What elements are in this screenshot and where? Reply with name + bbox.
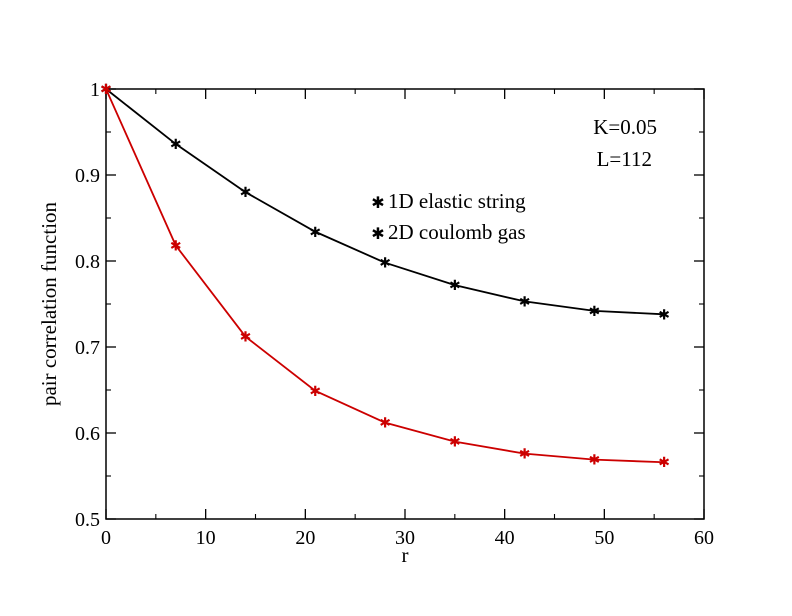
data-point-0-3: ✱	[309, 226, 321, 241]
series-line-0	[105, 88, 665, 316]
legend-label-2d: 2D coulomb gas	[388, 220, 526, 244]
y-tick-label: 0.7	[75, 337, 100, 359]
data-point-1-3: ✱	[309, 385, 321, 400]
x-tick-label: 0	[101, 527, 111, 549]
y-axis-label: pair correlation function	[37, 201, 61, 406]
legend-label-1d: 1D elastic string	[388, 189, 526, 213]
data-point-1-1: ✱	[170, 240, 182, 255]
y-tick-label: 0.5	[75, 509, 100, 531]
data-point-1-6: ✱	[519, 448, 531, 463]
x-tick-label: 60	[694, 527, 714, 549]
x-tick-label: 20	[295, 527, 315, 549]
y-tick-label: 0.9	[75, 165, 100, 187]
data-point-0-4: ✱	[379, 257, 391, 272]
y-tick-label: 1	[90, 79, 100, 101]
legend-marker-2d: ✱	[371, 226, 384, 243]
legend: ✱ 1D elastic string ✱ 2D coulomb gas	[371, 189, 526, 244]
data-point-0-2: ✱	[240, 186, 252, 201]
series-layer: ✱ ✱ ✱ ✱ ✱ ✱ ✱ ✱ ✱ ✱ ✱ ✱ ✱ ✱ ✱ ✱ ✱ ✱	[100, 83, 670, 471]
legend-marker-1d: ✱	[371, 195, 384, 212]
data-point-0-5: ✱	[449, 279, 461, 294]
data-point-0-6: ✱	[519, 295, 531, 310]
axis-ticks: 0 10 20 30 40 50 60 0.5 0.6 0.7 0.8 0.9 1	[75, 79, 714, 549]
data-point-1-2: ✱	[240, 331, 252, 346]
data-point-1-0: ✱	[100, 83, 112, 98]
data-point-1-4: ✱	[379, 417, 391, 432]
x-tick-label: 40	[495, 527, 515, 549]
x-axis-label: r	[402, 543, 409, 567]
annotation-l: L=112	[597, 147, 652, 171]
data-point-1-8: ✱	[658, 456, 670, 471]
data-point-1-5: ✱	[449, 436, 461, 451]
annotation-k: K=0.05	[593, 115, 657, 139]
data-point-0-1: ✱	[170, 138, 182, 153]
data-point-0-7: ✱	[588, 305, 600, 320]
series-line-1	[105, 88, 665, 464]
x-tick-label: 10	[196, 527, 216, 549]
data-point-0-8: ✱	[658, 308, 670, 323]
data-point-1-7: ✱	[588, 454, 600, 469]
x-tick-label: 30	[395, 527, 415, 549]
y-tick-label: 0.8	[75, 251, 100, 273]
y-tick-label: 0.6	[75, 423, 100, 445]
x-tick-label: 50	[594, 527, 614, 549]
